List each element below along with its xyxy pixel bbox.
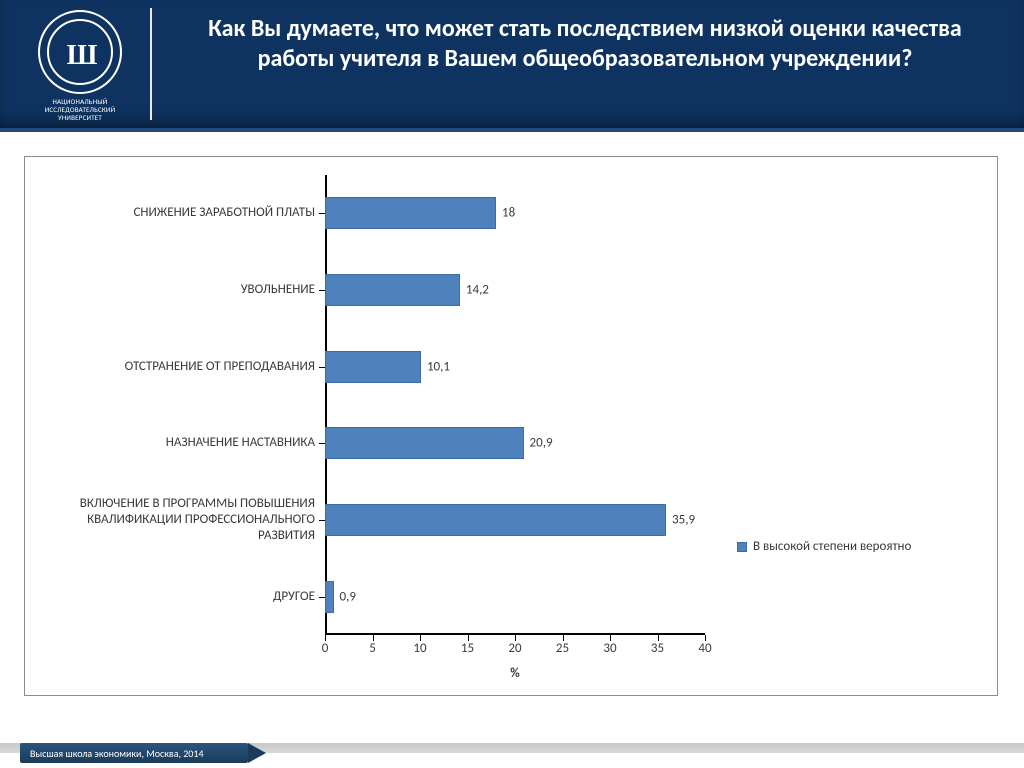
x-tick-label: 15 [461, 641, 474, 656]
header-underline [0, 128, 1024, 132]
org-logo: Ш НАЦИОНАЛЬНЫЙ ИССЛЕДОВАТЕЛЬСКИЙ УНИВЕРС… [26, 10, 134, 122]
legend-swatch-icon [737, 542, 747, 552]
category-label: ВКЛЮЧЕНИЕ В ПРОГРАММЫ ПОВЫШЕНИЯ КВАЛИФИК… [37, 496, 325, 544]
footer-text: Высшая школа экономики, Москва, 2014 [30, 747, 204, 760]
x-tick-label: 0 [322, 641, 329, 656]
chart-plot-area: % 0510152025303540СНИЖЕНИЕ ЗАРАБОТНОЙ ПЛ… [325, 175, 705, 635]
bar-value-label: 10,1 [427, 359, 450, 374]
logo-caption-line1: НАЦИОНАЛЬНЫЙ ИССЛЕДОВАТЕЛЬСКИЙ [45, 97, 116, 114]
category-label: НАЗНАЧЕНИЕ НАСТАВНИКА [37, 435, 325, 451]
chart-bar [325, 427, 524, 459]
category-label: ОТСТРАНЕНИЕ ОТ ПРЕПОДАВАНИЯ [37, 359, 325, 375]
logo-caption: НАЦИОНАЛЬНЫЙ ИССЛЕДОВАТЕЛЬСКИЙ УНИВЕРСИТ… [26, 98, 134, 122]
chart-card: % 0 5 10 15 20 25 30 35 40 СНИЖЕНИЕ ЗАРАБОТНОЙ ПЛ… [24, 156, 998, 696]
x-tick-label: 35 [651, 641, 664, 656]
legend-label: В высокой степени вероятно [753, 539, 911, 554]
x-tick-label: 5 [369, 641, 376, 656]
chart-bar [325, 197, 496, 229]
header: Ш НАЦИОНАЛЬНЫЙ ИССЛЕДОВАТЕЛЬСКИЙ УНИВЕРС… [0, 0, 1024, 128]
bar-value-label: 35,9 [672, 513, 695, 528]
bar-value-label: 20,9 [530, 436, 553, 451]
category-label: ДРУГОЕ [37, 589, 325, 605]
chart-bar [325, 351, 421, 383]
footer: Высшая школа экономики, Москва, 2014 [0, 743, 1024, 768]
x-tick-label: 20 [508, 641, 521, 656]
bar-value-label: 18 [502, 206, 515, 221]
logo-caption-line2: УНИВЕРСИТЕТ [58, 113, 102, 122]
chart-legend: В высокой степени вероятно [737, 539, 911, 554]
chart-bar [325, 581, 334, 613]
x-tick-label: 25 [556, 641, 569, 656]
x-tick-label: 10 [413, 641, 426, 656]
chart-bar [325, 274, 460, 306]
logo-monogram-icon: Ш [40, 12, 124, 96]
chart-bar [325, 504, 666, 536]
x-axis-title: % [510, 666, 519, 681]
x-tick-label: 40 [698, 641, 711, 656]
x-tick-label: 30 [603, 641, 616, 656]
svg-text:Ш: Ш [67, 40, 98, 71]
footer-credit-bar: Высшая школа экономики, Москва, 2014 [20, 743, 248, 763]
bar-value-label: 14,2 [466, 283, 489, 298]
category-label: СНИЖЕНИЕ ЗАРАБОТНОЙ ПЛАТЫ [37, 205, 325, 221]
bar-value-label: 0,9 [340, 589, 356, 604]
y-axis [325, 175, 327, 635]
slide-title: Как Вы думаете, что может стать последст… [170, 14, 1000, 74]
header-divider [150, 8, 152, 120]
category-label: УВОЛЬНЕНИЕ [37, 282, 325, 298]
logo-seal: Ш [38, 10, 122, 94]
